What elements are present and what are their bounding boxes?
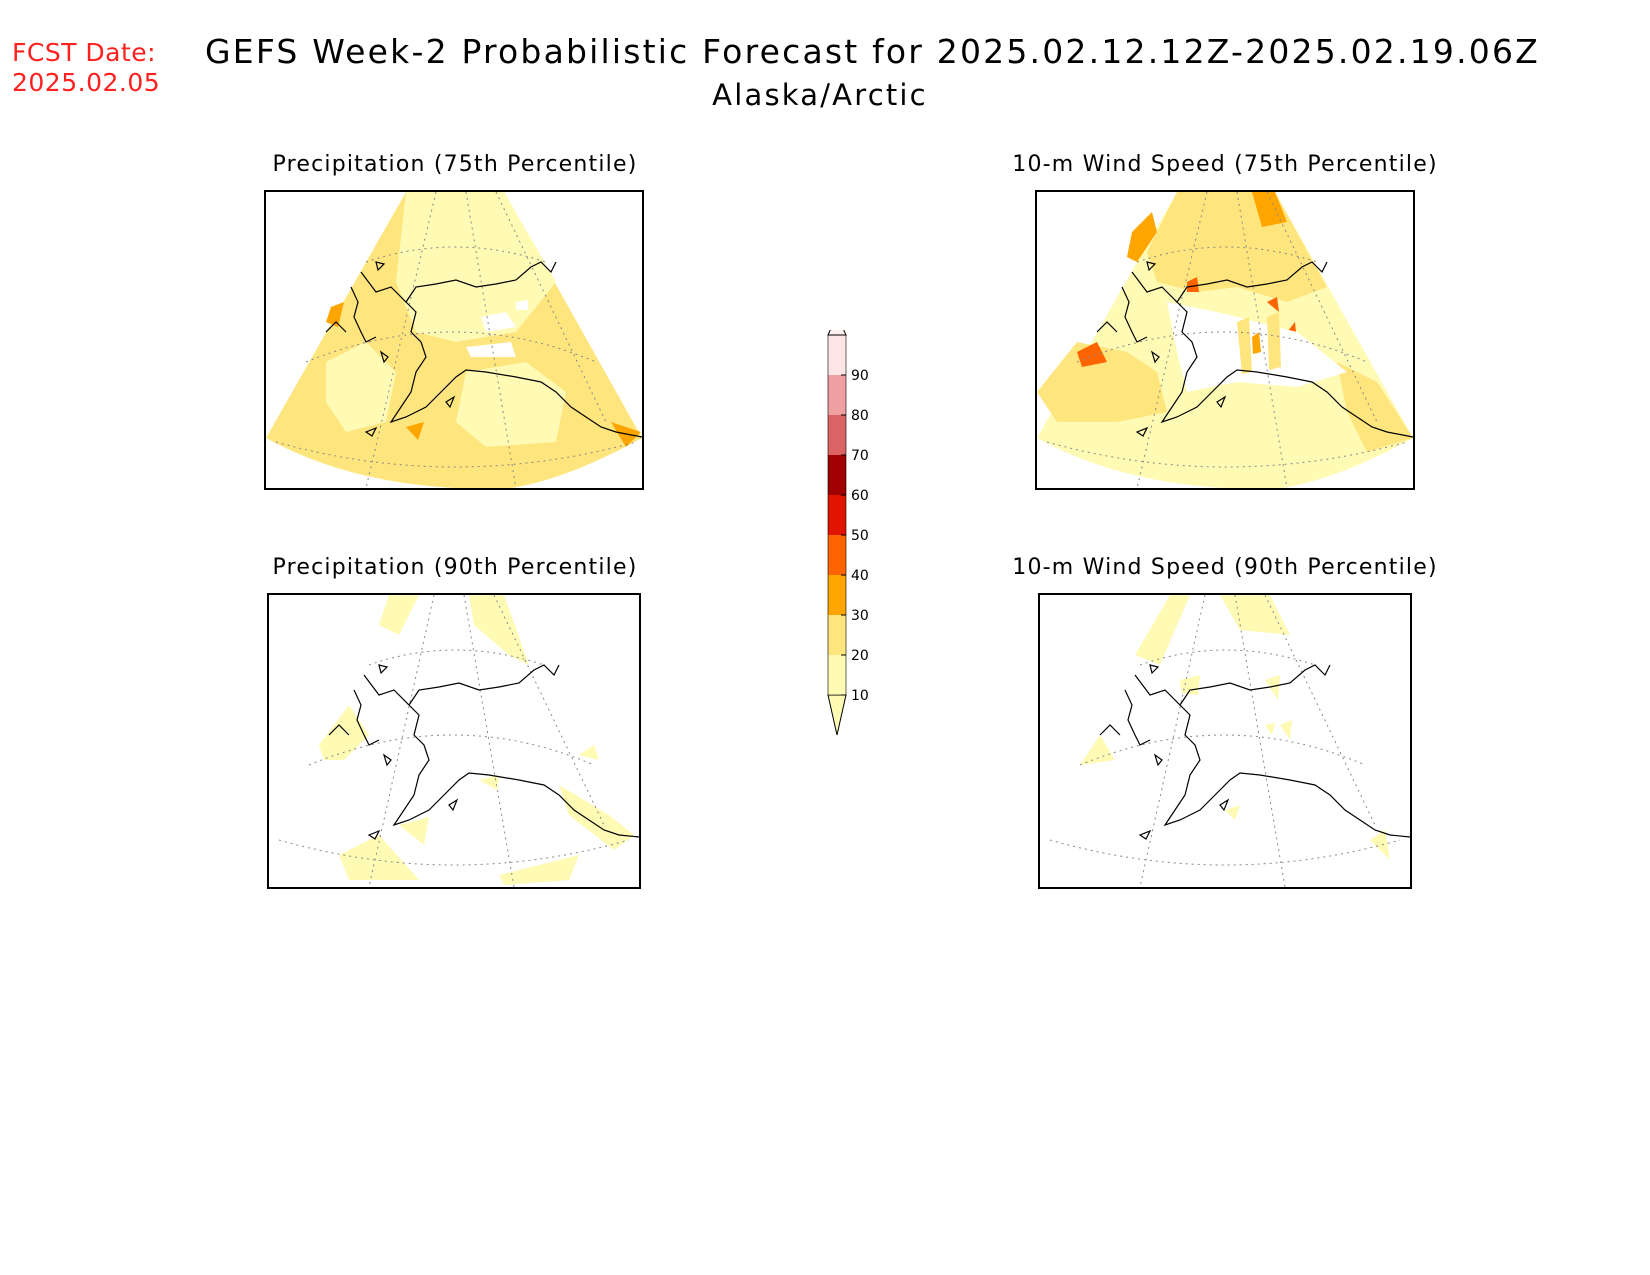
fcst-label: FCST Date: (12, 38, 157, 67)
fill-white-3 (516, 300, 528, 310)
coastline (1099, 664, 1410, 840)
fill-orange-3 (1077, 342, 1107, 367)
fill-8 (479, 775, 499, 790)
fill-white-2 (466, 342, 516, 357)
fill-6 (399, 817, 429, 845)
graticule (278, 595, 630, 887)
colorbar-segment-60 (828, 455, 846, 495)
coastline (328, 664, 639, 840)
map-panel-wind-75 (1035, 190, 1415, 490)
fill-yellow-1 (1147, 192, 1327, 302)
map-panel-wind-90 (1038, 593, 1412, 889)
fill-4 (1180, 675, 1200, 695)
map-wind-75 (1037, 192, 1413, 488)
colorbar-segment-70 (828, 415, 846, 455)
colorbar-segment-50 (828, 495, 846, 535)
map-panel-precip-90 (267, 593, 641, 889)
colorbar-border (827, 334, 847, 696)
fill-orange-2 (406, 422, 424, 440)
main-title: GEFS Week-2 Probabilistic Forecast for 2… (205, 32, 1540, 71)
fill-yellow-2 (1037, 342, 1167, 422)
graticule (275, 192, 637, 488)
fill-orange-2 (1252, 192, 1287, 227)
fill-5 (1265, 675, 1280, 700)
map-wind-90 (1049, 595, 1410, 887)
colorbar-segment-90 (828, 335, 846, 375)
fill-9 (1225, 805, 1240, 820)
fill-7 (1265, 723, 1275, 735)
panel-title-precip-90: Precipitation (90th Percentile) (272, 555, 638, 580)
fill-8 (1370, 830, 1390, 860)
colorbar-segment-40 (828, 535, 846, 575)
fill-2 (1135, 595, 1190, 665)
fill-light-3 (326, 342, 396, 432)
panel-title-wind-90: 10-m Wind Speed (90th Percentile) (1012, 555, 1438, 580)
fill-yellow-3 (1337, 362, 1413, 452)
colorbar-segment-10 (828, 655, 846, 695)
fill-orange-4 (1187, 277, 1199, 292)
fill-yellow-stripe (1237, 317, 1252, 374)
colorbar-label-70: 70 (851, 448, 869, 464)
fill-3 (1080, 735, 1115, 765)
map-panel-precip-75 (264, 190, 644, 490)
colorbar: 10 20 30 40 50 60 70 80 90 (820, 313, 900, 754)
colorbar-segment-80 (828, 375, 846, 415)
fill-6 (1280, 720, 1292, 740)
fcst-date: 2025.02.05 (12, 68, 161, 97)
fill-yellow-stripe-2 (1267, 312, 1281, 370)
colorbar-label-90: 90 (851, 368, 869, 384)
region-subtitle: Alaska/Arctic (712, 78, 928, 112)
fill-4 (559, 785, 634, 850)
fill-orange-5 (1267, 297, 1279, 312)
panel-title-precip-75: Precipitation (75th Percentile) (272, 152, 638, 177)
colorbar-label-30: 30 (851, 608, 869, 624)
graticule (1049, 595, 1401, 887)
fill-1 (469, 595, 529, 665)
colorbar-label-20: 20 (851, 648, 869, 664)
fill-light-2 (456, 362, 566, 447)
fill-7 (499, 855, 579, 885)
colorbar-label-10: 10 (851, 688, 869, 704)
colorbar-label-80: 80 (851, 408, 869, 424)
fill-orange-1 (1127, 212, 1157, 262)
colorbar-cap-bottom (827, 694, 847, 736)
forecast-date-label: FCST Date: 2025.02.05 (12, 38, 160, 98)
panel-title-wind-75: 10-m Wind Speed (75th Percentile) (1012, 152, 1438, 177)
coastline (325, 261, 642, 438)
fill-orange-stripe (1252, 332, 1261, 354)
colorbar-label-50: 50 (851, 528, 869, 544)
colorbar-label-60: 60 (851, 488, 869, 504)
fill-white-1 (481, 312, 516, 332)
map-precip-90 (278, 595, 639, 887)
colorbar-label-40: 40 (851, 568, 869, 584)
colorbar-svg: 10 20 30 40 50 60 70 80 90 (827, 313, 869, 736)
fill-3 (319, 705, 369, 760)
colorbar-segment-30 (828, 575, 846, 615)
fill-2 (379, 595, 419, 635)
fill-1 (1220, 595, 1290, 635)
fill-5 (339, 835, 419, 880)
coastline (1096, 261, 1413, 438)
map-precip-75 (266, 192, 642, 488)
graticule (1046, 192, 1408, 488)
colorbar-cap-top (827, 313, 847, 336)
colorbar-segment-20 (828, 615, 846, 655)
fill-orange-1 (326, 302, 344, 327)
fill-9 (579, 745, 599, 760)
